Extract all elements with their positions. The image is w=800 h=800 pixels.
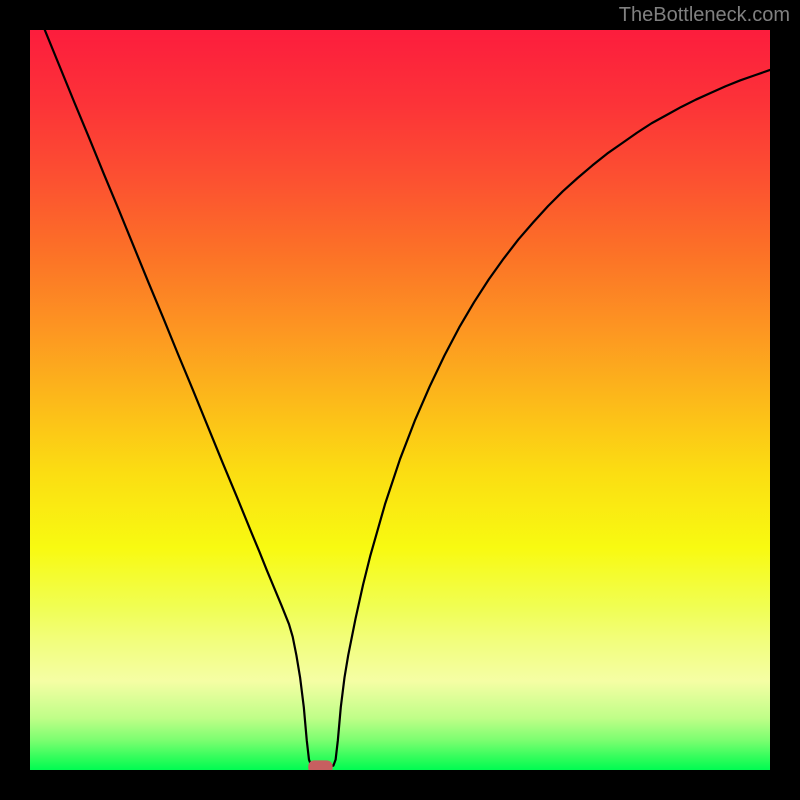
- gradient-background: [30, 30, 770, 770]
- optimal-marker: [308, 760, 332, 773]
- watermark-text: TheBottleneck.com: [619, 4, 790, 27]
- bottleneck-chart: TheBottleneck.com: [0, 0, 800, 800]
- chart-svg: [0, 0, 800, 800]
